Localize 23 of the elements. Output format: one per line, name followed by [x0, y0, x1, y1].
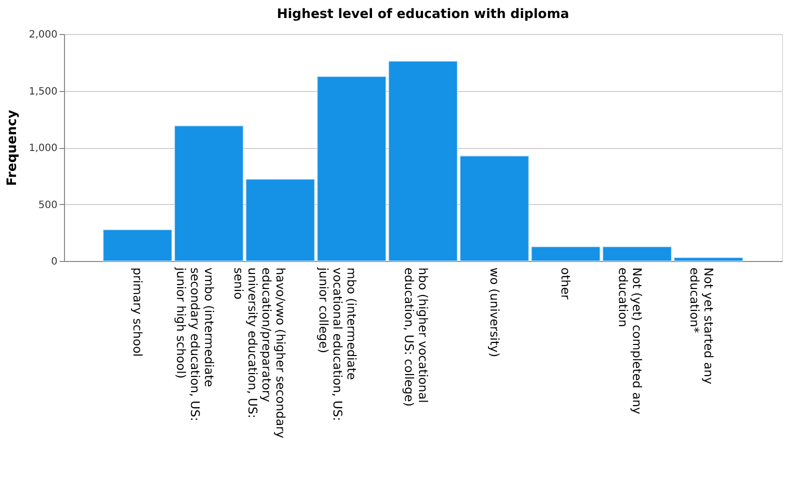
x-tick-label: Not yet started any education* [687, 268, 716, 384]
bar [460, 156, 529, 262]
bar [102, 229, 172, 262]
x-tick-label: other [558, 268, 573, 300]
bar [674, 257, 744, 262]
y-axis-title: Frequency [4, 109, 20, 186]
y-tick-label: 0 [51, 256, 58, 268]
x-tick-label: vmbo (intermediate secondary education, US: junior high school) [174, 266, 216, 422]
x-tick-label: hbo (higher vocational education, US: college) [402, 268, 430, 407]
x-tick-label: primary school [130, 268, 145, 357]
bar [602, 246, 672, 262]
bar [317, 76, 386, 262]
x-tick-label: mbo (intermediate vocational education, US: junior college) [316, 266, 359, 421]
x-tick-label: wo (university) [487, 268, 502, 358]
y-tick-label: 1,000 [28, 143, 58, 154]
bar [388, 60, 458, 262]
bar [246, 178, 315, 262]
y-tick-label: 1,500 [28, 86, 58, 98]
y-tick-label: 500 [38, 200, 58, 211]
bar [531, 246, 600, 262]
chart-title: Highest level of education with diploma [276, 7, 570, 22]
bar [174, 126, 244, 262]
y-tick-label: 2,000 [28, 30, 58, 40]
